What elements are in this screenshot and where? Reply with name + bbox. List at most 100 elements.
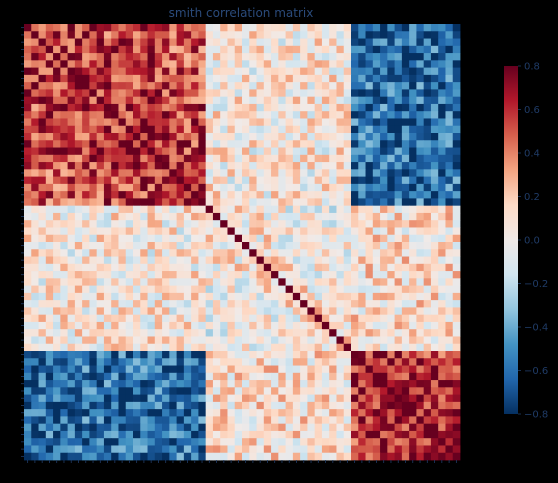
heatmap-cell [416, 24, 425, 32]
heatmap-cell [445, 60, 454, 68]
heatmap-cell [416, 380, 425, 388]
heatmap-cell [249, 452, 257, 461]
heatmap-cell [227, 263, 236, 272]
heatmap-cell [242, 387, 250, 395]
heatmap-cell [111, 162, 119, 170]
heatmap-cell [38, 82, 47, 90]
heatmap-cell [154, 67, 163, 76]
heatmap-cell [89, 430, 98, 439]
heatmap-cell [118, 285, 127, 294]
heatmap-cell [53, 329, 61, 337]
heatmap-cell [24, 103, 32, 112]
heatmap-cell [423, 300, 432, 308]
heatmap-cell [220, 242, 228, 250]
heatmap-cell [89, 423, 98, 432]
heatmap-cell [271, 321, 279, 330]
heatmap-cell [234, 67, 243, 76]
heatmap-cell [45, 24, 54, 32]
heatmap-cell [285, 38, 294, 47]
heatmap-cell [445, 358, 454, 366]
heatmap-cell [205, 176, 214, 185]
heatmap-cell [24, 133, 32, 141]
heatmap-cell [89, 133, 98, 141]
heatmap-cell [89, 53, 98, 61]
heatmap-cell [336, 60, 345, 68]
heatmap-cell [285, 118, 294, 127]
heatmap-cell [176, 278, 185, 286]
heatmap-cell [191, 263, 199, 272]
heatmap-cell [191, 409, 199, 417]
heatmap-cell [191, 111, 199, 119]
heatmap-cell [314, 227, 323, 236]
heatmap-cell [380, 118, 388, 127]
heatmap-cell [387, 96, 395, 105]
heatmap-cell [372, 401, 381, 410]
heatmap-cell [336, 401, 345, 410]
heatmap-cell [321, 263, 330, 272]
heatmap-cell [351, 423, 359, 432]
heatmap-cell [234, 24, 243, 32]
heatmap-cell [307, 111, 316, 119]
heatmap-cell [416, 314, 425, 323]
heatmap-cell [438, 387, 446, 395]
heatmap-cell [271, 263, 279, 272]
heatmap-cell [198, 387, 207, 395]
heatmap-cell [445, 234, 454, 243]
heatmap-cell [329, 278, 337, 286]
heatmap-cell [183, 343, 192, 352]
heatmap-cell [205, 271, 214, 279]
heatmap-cell [234, 205, 243, 214]
heatmap-cell [227, 125, 236, 134]
heatmap-cell [176, 176, 185, 185]
heatmap-cell [24, 336, 32, 345]
heatmap-cell [387, 249, 395, 257]
heatmap-cell [103, 380, 112, 388]
heatmap-cell [198, 67, 207, 76]
heatmap-cell [191, 387, 199, 395]
heatmap-cell [147, 423, 156, 432]
heatmap-cell [133, 285, 141, 294]
heatmap-cell [401, 176, 410, 185]
heatmap-cell [278, 227, 286, 236]
heatmap-cell [147, 242, 156, 250]
heatmap-cell [372, 176, 381, 185]
heatmap-cell [452, 380, 461, 388]
heatmap-cell [198, 423, 207, 432]
heatmap-cell [321, 176, 330, 185]
heatmap-cell [103, 351, 112, 359]
heatmap-cell [351, 60, 359, 68]
heatmap-cell [300, 125, 308, 134]
heatmap-cell [249, 329, 257, 337]
heatmap-cell [74, 169, 83, 177]
heatmap-cell [154, 307, 163, 316]
heatmap-cell [140, 67, 148, 76]
heatmap-cell [96, 147, 105, 156]
heatmap-cell [372, 256, 381, 265]
heatmap-cell [198, 140, 207, 148]
heatmap-cell [96, 212, 105, 221]
heatmap-cell [365, 169, 374, 177]
heatmap-cell [198, 336, 207, 345]
heatmap-cell [205, 438, 214, 446]
heatmap-cell [372, 103, 381, 112]
heatmap-cell [314, 140, 323, 148]
heatmap-cell [438, 111, 446, 119]
heatmap-cell [31, 147, 39, 156]
heatmap-cell [285, 394, 294, 403]
heatmap-cell [271, 169, 279, 177]
heatmap-cell [285, 416, 294, 425]
heatmap-cell [372, 416, 381, 425]
heatmap-cell [111, 380, 119, 388]
heatmap-cell [242, 300, 250, 308]
heatmap-cell [198, 256, 207, 265]
heatmap-cell [409, 329, 417, 337]
heatmap-cell [147, 445, 156, 454]
heatmap-cell [198, 111, 207, 119]
heatmap-cell [321, 430, 330, 439]
heatmap-cell [162, 125, 170, 134]
heatmap-cell [176, 96, 185, 105]
heatmap-cell [74, 249, 83, 257]
heatmap-cell [394, 401, 403, 410]
heatmap-cell [409, 67, 417, 76]
heatmap-cell [285, 285, 294, 294]
